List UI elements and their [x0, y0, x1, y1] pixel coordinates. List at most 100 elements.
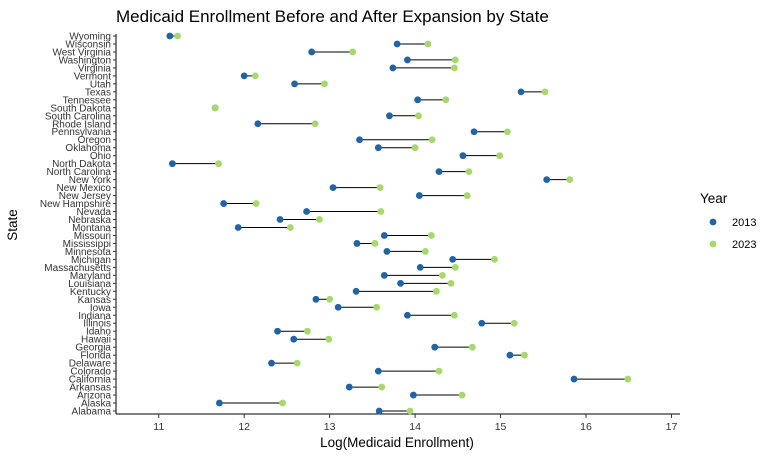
- point-2013: [383, 248, 391, 255]
- point-2013: [570, 375, 578, 383]
- y-tick-label: Maryland: [70, 271, 111, 282]
- x-tick-label: 11: [153, 421, 164, 433]
- point-2023: [451, 263, 459, 271]
- point-2013: [345, 383, 353, 391]
- x-tick-label: 13: [324, 421, 336, 433]
- y-tick-label: Alabama: [72, 407, 112, 418]
- y-tick-label: Louisiana: [68, 279, 111, 290]
- point-2013: [312, 295, 320, 303]
- y-tick-label: Pennsylvania: [52, 127, 112, 138]
- y-tick-label: West Virginia: [52, 47, 111, 58]
- y-tick-label: Idaho: [86, 327, 111, 338]
- y-tick-label: Missouri: [74, 231, 111, 242]
- point-2013: [356, 136, 363, 144]
- x-tick-label: 17: [666, 421, 678, 433]
- x-tick-label: 14: [409, 421, 421, 433]
- point-2023: [174, 32, 181, 40]
- point-2023: [421, 248, 429, 255]
- point-2023: [211, 104, 219, 112]
- point-2023: [566, 176, 574, 184]
- chart-title: Medicaid Enrollment Before and After Exp…: [116, 7, 549, 26]
- point-2013: [459, 152, 467, 160]
- point-2013: [478, 319, 486, 327]
- point-2023: [496, 152, 504, 160]
- point-2023: [252, 200, 260, 207]
- y-tick-label: Montana: [72, 223, 111, 234]
- point-2023: [286, 224, 294, 231]
- point-2013: [352, 287, 360, 295]
- point-2023: [463, 192, 471, 199]
- point-2023: [321, 80, 328, 88]
- point-2023: [304, 327, 311, 335]
- point-2013: [416, 263, 424, 271]
- y-tick-label: California: [69, 375, 112, 386]
- point-2023: [349, 48, 357, 56]
- y-tick-label: Florida: [80, 351, 111, 362]
- point-2013: [274, 327, 281, 335]
- point-2013: [374, 367, 382, 375]
- point-2013: [169, 160, 176, 168]
- y-tick-label: Rhode Island: [52, 119, 111, 130]
- point-2023: [279, 399, 287, 407]
- legend-title: Year: [700, 191, 728, 206]
- point-2023: [541, 88, 549, 96]
- point-2013: [397, 279, 404, 287]
- y-tick-label: Kansas: [78, 295, 111, 306]
- legend-label-2013: 2013: [732, 217, 756, 229]
- y-tick-label: Utah: [90, 79, 111, 90]
- point-2013: [254, 120, 262, 128]
- y-tick-label: Texas: [85, 87, 111, 98]
- point-2013: [517, 88, 525, 96]
- y-tick-label: Washington: [59, 55, 111, 66]
- y-tick-label: North Carolina: [47, 167, 112, 178]
- point-2023: [378, 383, 386, 391]
- x-tick-label: 15: [495, 421, 507, 433]
- point-2013: [409, 391, 417, 399]
- y-tick-label: South Carolina: [45, 111, 112, 122]
- point-2013: [506, 351, 514, 359]
- legend-key-2013: [709, 218, 717, 226]
- y-tick-label: Oregon: [78, 135, 111, 146]
- point-2013: [308, 48, 316, 56]
- point-2023: [435, 367, 443, 375]
- point-2013: [380, 232, 388, 239]
- point-2023: [424, 40, 432, 48]
- point-2013: [276, 216, 284, 223]
- point-2023: [251, 72, 259, 80]
- point-2013: [353, 240, 361, 247]
- x-tick-label: 12: [238, 421, 250, 433]
- y-tick-label: Georgia: [75, 343, 111, 354]
- y-tick-label: Massachusetts: [44, 263, 111, 274]
- y-tick-label: Minnesota: [65, 247, 112, 258]
- y-tick-label: North Dakota: [52, 159, 111, 170]
- legend: Year 2013 2023: [700, 191, 756, 251]
- point-2013: [414, 96, 422, 104]
- y-tick-label: South Dakota: [50, 103, 111, 114]
- point-2013: [166, 32, 174, 40]
- point-2023: [415, 112, 422, 120]
- y-tick-label: Arizona: [77, 391, 111, 402]
- y-tick-label: New Mexico: [57, 183, 112, 194]
- point-2013: [435, 168, 443, 176]
- point-2023: [377, 208, 385, 215]
- point-2013: [268, 359, 275, 367]
- point-2023: [439, 271, 446, 279]
- point-2013: [374, 144, 382, 152]
- point-2023: [293, 359, 301, 367]
- point-2023: [521, 351, 528, 359]
- y-tick-label: New York: [69, 175, 112, 186]
- point-2023: [325, 335, 333, 343]
- legend-key-2023: [709, 240, 717, 248]
- y-tick-label: Wyoming: [69, 32, 111, 43]
- point-2023: [371, 240, 379, 247]
- y-tick-label: Michigan: [71, 255, 111, 266]
- y-tick-label: Mississippi: [63, 239, 111, 250]
- point-2023: [411, 144, 419, 152]
- point-2023: [465, 168, 473, 176]
- y-tick-label: Indiana: [78, 311, 111, 322]
- point-2013: [303, 208, 310, 215]
- point-2013: [380, 271, 388, 279]
- y-tick-label: Ohio: [90, 151, 112, 162]
